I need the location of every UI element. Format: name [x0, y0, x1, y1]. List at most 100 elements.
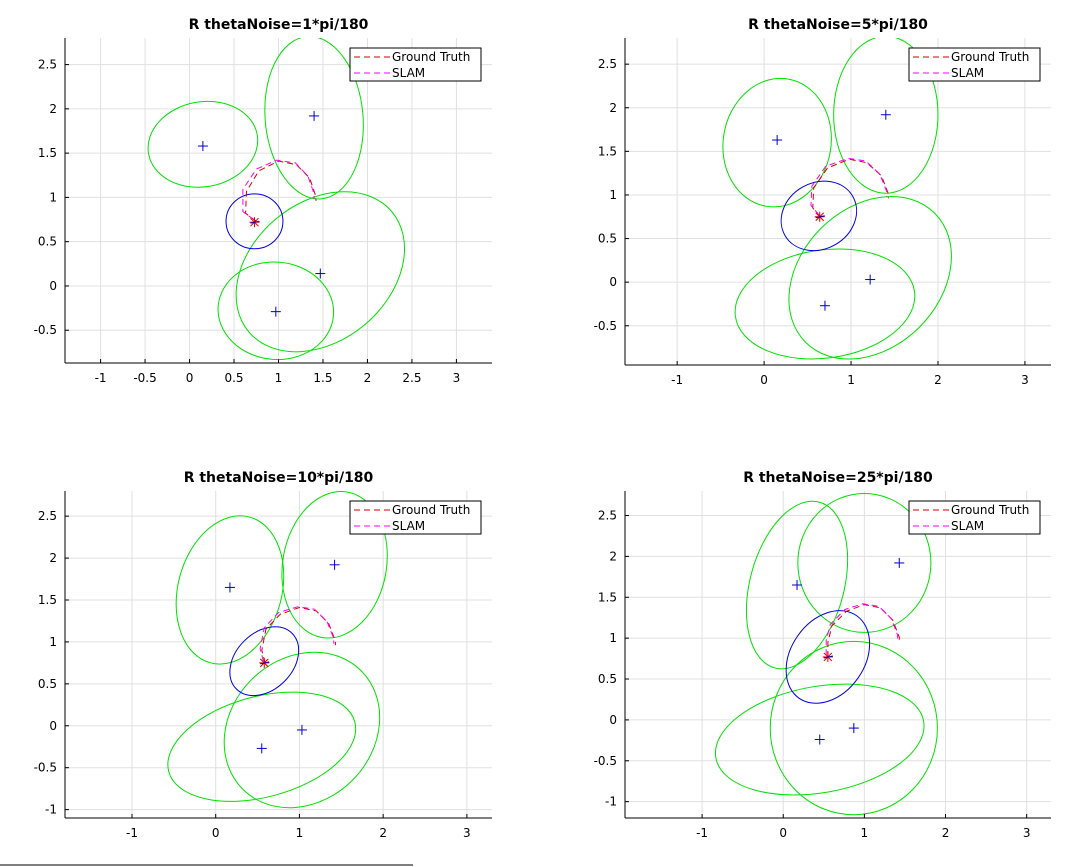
y-tick-label: 0.5 [38, 235, 57, 249]
plot-title: R thetaNoise=1*pi/180 [189, 17, 369, 33]
y-tick-label: 1.5 [598, 590, 617, 604]
x-tick-label: 2 [934, 373, 942, 387]
x-tick-label: 2.5 [402, 371, 421, 385]
x-tick-label: 2 [379, 826, 387, 840]
legend-box [349, 47, 482, 82]
grid [65, 491, 492, 818]
y-tick-label: -0.5 [594, 319, 617, 333]
series-line-slam [810, 157, 888, 216]
x-tick-label: 2 [942, 826, 950, 840]
legend-box [349, 500, 482, 535]
y-tick-label: 1.5 [38, 146, 57, 160]
x-tick-label: 1 [861, 826, 869, 840]
y-tick-label: 0.5 [598, 232, 617, 246]
series-line-ground-truth [245, 160, 317, 222]
series-line-slam [825, 603, 899, 656]
robot-pose-marker [249, 217, 260, 228]
landmark-covariance-ellipse [833, 38, 939, 194]
landmark-covariance-ellipse [235, 191, 406, 353]
plot-title: R thetaNoise=25*pi/180 [743, 470, 933, 486]
y-tick-label: 1.5 [598, 144, 617, 158]
grid [625, 38, 1051, 365]
robot-covariance-ellipse [229, 626, 300, 697]
landmark-marker [256, 743, 267, 754]
landmark-marker [270, 306, 281, 317]
landmark-marker [894, 557, 905, 568]
legend: Ground Truth SLAM [908, 500, 1041, 535]
subplot-bottom-right: R thetaNoise=25*pi/180 -1 0 1 2 3 -1 -0.5 0 0.5 1… [594, 470, 1051, 840]
robot-covariance-ellipse [225, 193, 284, 250]
landmark-marker [309, 110, 320, 121]
y-tick-label: 1 [49, 190, 57, 204]
x-tick-label: 0 [186, 371, 194, 385]
landmark-covariance-ellipse [223, 651, 381, 809]
y-tick-label: 0 [49, 279, 57, 293]
y-tick-label: 0 [609, 713, 617, 727]
x-tick-label: -1 [126, 826, 138, 840]
series-line-ground-truth [812, 158, 889, 218]
x-tick-label: -1 [696, 826, 708, 840]
legend-label-slam: SLAM [951, 519, 984, 533]
y-tick-label: 2 [49, 102, 57, 116]
y-tick-label: 1 [609, 631, 617, 645]
axes: -1 -0.5 0 0.5 1 1.5 2 2.5 3 -0.5 0 0.5 1 1.5 2 2.5 [34, 38, 492, 385]
landmark-covariance-ellipse [722, 77, 832, 208]
y-tick-label: 2.5 [38, 58, 57, 72]
plot-area [714, 492, 938, 816]
x-tick-label: 0 [779, 826, 787, 840]
plot-content [147, 38, 406, 361]
y-tick-label: 0.5 [38, 677, 57, 691]
landmark-marker [819, 300, 830, 311]
y-tick-label: -0.5 [34, 761, 57, 775]
legend-box [908, 500, 1041, 535]
plot-area [147, 38, 406, 361]
robot-pose-marker [822, 651, 833, 662]
plot-title: R thetaNoise=10*pi/180 [184, 470, 374, 486]
plot-content [167, 491, 388, 809]
y-tick-label: -1 [45, 803, 57, 817]
landmark-covariance-ellipse [175, 515, 285, 665]
x-tick-label: 3 [453, 371, 461, 385]
landmark-marker [772, 135, 783, 146]
x-tick-label: 3 [463, 826, 471, 840]
x-tick-label: 0.5 [224, 371, 243, 385]
subplot-top-left: R thetaNoise=1*pi/180 -1 -0.5 0 0.5 1 1.5 2 2.5… [34, 17, 492, 385]
landmark-marker [197, 141, 208, 152]
landmark-covariance-ellipse [217, 261, 335, 361]
x-tick-label: 0 [760, 373, 768, 387]
landmark-marker [329, 559, 340, 570]
robot-covariance-ellipse [785, 610, 871, 704]
x-tick-label: 1.5 [313, 371, 332, 385]
y-tick-label: 1 [49, 635, 57, 649]
axes: -1 0 1 2 3 -1 -0.5 0 0.5 1 1.5 2 2.5 [34, 491, 492, 840]
series-line-ground-truth [261, 606, 336, 664]
legend: Ground Truth SLAM [349, 500, 482, 535]
legend-label-ground-truth: Ground Truth [951, 503, 1029, 517]
landmark-covariance-ellipse [745, 500, 849, 670]
grid [625, 491, 1051, 818]
landmark-marker [224, 582, 235, 593]
plot-title: R thetaNoise=5*pi/180 [748, 17, 928, 33]
landmark-covariance-ellipse [769, 640, 938, 816]
y-tick-label: -1 [605, 795, 617, 809]
legend: Ground Truth SLAM [349, 47, 482, 82]
landmark-covariance-ellipse [167, 691, 357, 802]
subplot-bottom-left: R thetaNoise=10*pi/180 -1 0 1 2 3 -1 -0.5 0 0.5 1… [34, 470, 492, 840]
plot-area [722, 38, 952, 360]
axes: -1 0 1 2 3 -0.5 0 0.5 1 1.5 2 2.5 [594, 38, 1051, 387]
x-tick-label: 2 [364, 371, 372, 385]
series-line-ground-truth [827, 604, 900, 657]
robot-pose-marker [259, 657, 270, 668]
landmark-marker [865, 274, 876, 285]
landmark-covariance-ellipse [788, 196, 952, 360]
x-tick-label: -1 [671, 373, 683, 387]
landmark-covariance-ellipse [147, 100, 259, 188]
series-line-slam [259, 606, 335, 662]
y-tick-label: 2 [609, 101, 617, 115]
y-tick-label: 0 [609, 275, 617, 289]
landmark-marker [814, 734, 825, 745]
axes: -1 0 1 2 3 -1 -0.5 0 0.5 1 1.5 2 2.5 [594, 491, 1051, 840]
y-tick-label: 2.5 [598, 509, 617, 523]
landmark-covariance-ellipse [264, 38, 364, 200]
